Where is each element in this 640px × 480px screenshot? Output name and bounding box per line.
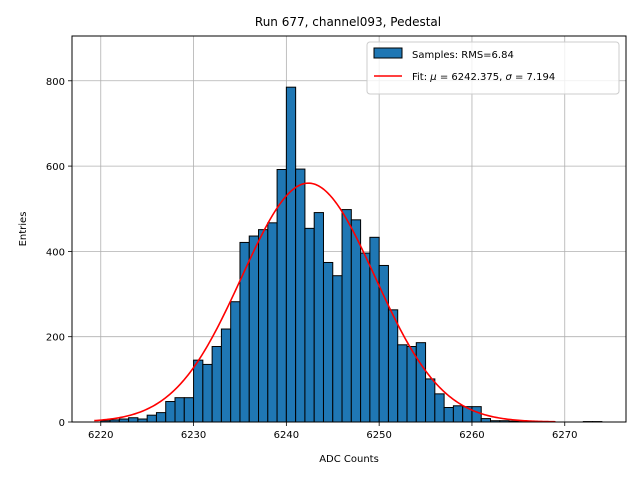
legend-fit-mu-value: = 6242.375, [437,72,506,83]
y-axis-label: Entries [18,212,29,247]
x-tick-label: 6220 [88,430,113,441]
x-tick-label: 6270 [552,430,577,441]
histogram-bar [285,86,297,423]
histogram-bar [443,406,454,423]
histogram-bar [471,406,482,423]
histogram-bar [322,261,334,423]
y-tick-label: 800 [46,77,65,88]
legend-fit-sigma-value: = 7.194 [512,72,555,83]
histogram-bar [341,209,352,423]
histogram-bar [183,397,195,423]
y-tick-label: 400 [46,247,65,258]
legend-label-fit: Fit: μ = 6242.375, σ = 7.194 [412,72,555,83]
histogram-bar [202,363,213,423]
y-axis-ticks: 0 200 400 600 800 [46,77,72,429]
histogram-bar [434,393,445,423]
histogram-bar [258,229,269,423]
histogram-bar [387,309,399,423]
x-tick-label: 6230 [181,430,206,441]
fit-curve [94,182,556,423]
legend-swatch-histogram [373,47,403,59]
histogram-bar [211,346,222,423]
legend-box [366,41,620,95]
histogram-bar [220,328,232,423]
x-tick-label: 6250 [366,430,391,441]
x-tick-label: 6240 [274,430,299,441]
histogram-bar [267,222,278,423]
histogram-bar [425,378,436,423]
x-tick-label: 6260 [459,430,484,441]
histogram-bar [369,236,380,423]
histogram-bar [332,275,343,423]
histogram-bar [128,417,139,423]
y-tick-label: 600 [46,162,65,173]
legend-fit-sigma-symbol: σ [505,72,512,83]
x-axis-label: ADC Counts [319,454,379,465]
histogram-bar [415,342,427,423]
legend-fit-prefix: Fit: [412,72,430,83]
histogram-bar [304,227,315,423]
histogram-bar [155,412,167,423]
histogram-bar [397,344,408,423]
histogram-bar [480,418,492,423]
plot-frame [71,35,627,423]
histogram-bar [406,346,417,423]
y-tick-label: 200 [46,333,65,344]
histogram-bar [295,168,306,423]
x-axis-ticks: 6220 6230 6240 6250 6260 6270 [88,422,577,441]
legend-fit-mu-symbol: μ [429,72,436,83]
histogram-bar [313,212,324,423]
histogram-bars [100,86,603,423]
histogram-bar [452,405,464,423]
histogram-bar [360,252,371,423]
y-tick-label: 0 [59,418,65,429]
chart-title: Run 677, channel093, Pedestal [255,15,441,29]
histogram-bar [350,219,362,423]
legend-label-histogram: Samples: RMS=6.84 [412,50,514,61]
fit-curve-layer [94,182,556,423]
histogram-bar [146,414,157,423]
histogram-bar [193,359,204,423]
histogram-bar [248,235,260,423]
histogram-bar [174,397,185,423]
histogram-bar [165,401,176,423]
legend: Samples: RMS=6.84 Fit: μ = 6242.375, σ =… [366,41,620,95]
histogram-bar [230,301,241,423]
